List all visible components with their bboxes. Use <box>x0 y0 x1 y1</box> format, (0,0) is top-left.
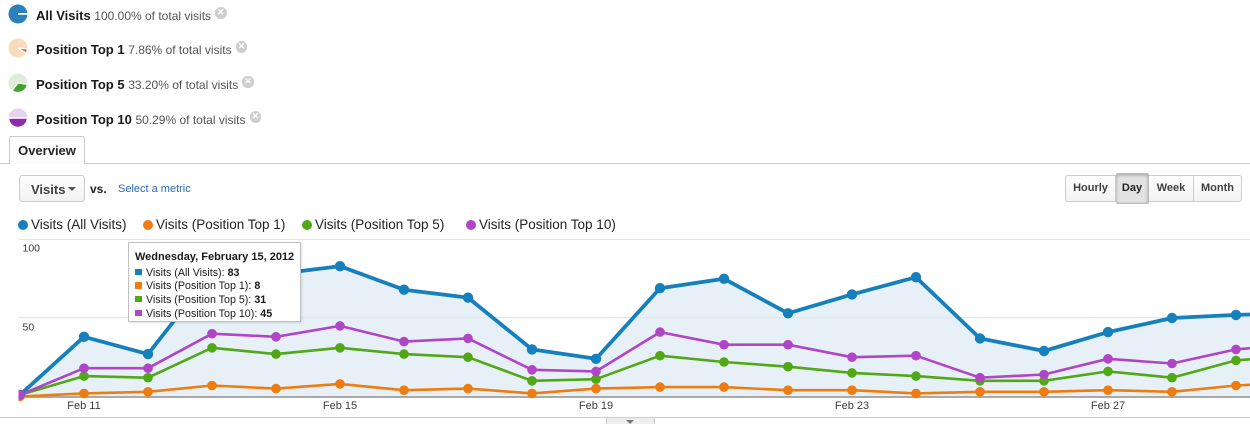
svg-text:50: 50 <box>23 322 35 334</box>
svg-text:Feb 11: Feb 11 <box>67 400 100 412</box>
svg-text:Feb 19: Feb 19 <box>579 400 613 412</box>
svg-text:Feb 15: Feb 15 <box>323 400 357 412</box>
svg-text:Feb 27: Feb 27 <box>1091 400 1125 412</box>
svg-text:100: 100 <box>23 243 41 255</box>
svg-text:Feb 23: Feb 23 <box>835 400 869 412</box>
